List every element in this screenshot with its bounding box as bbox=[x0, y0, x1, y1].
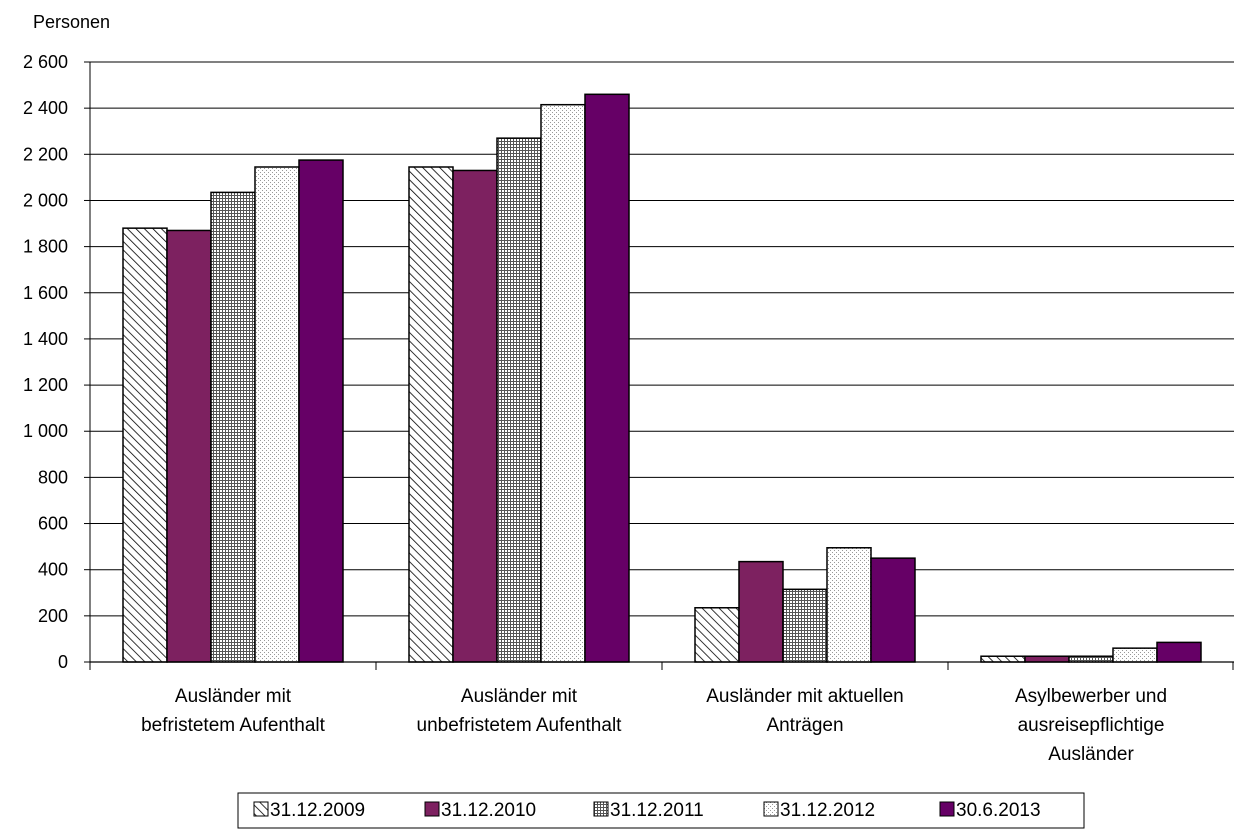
legend-swatch bbox=[939, 801, 955, 817]
bar bbox=[1068, 655, 1114, 663]
bar bbox=[738, 560, 784, 663]
bar bbox=[496, 137, 542, 663]
x-category-label: Asylbewerber und ausreisepflichtige Auslän… bbox=[1015, 686, 1167, 765]
bar bbox=[540, 103, 586, 663]
axes bbox=[89, 62, 1234, 670]
bar bbox=[782, 588, 828, 663]
y-tick-label: 200 bbox=[38, 606, 68, 626]
legend-label: 30.6.2013 bbox=[956, 800, 1041, 821]
y-tick-label: 2 000 bbox=[23, 190, 68, 210]
bars bbox=[122, 93, 1202, 663]
bar bbox=[1156, 641, 1202, 663]
bar bbox=[408, 166, 454, 663]
legend-swatch bbox=[253, 801, 269, 817]
legend-label: 31.12.2011 bbox=[610, 800, 704, 821]
legend-label: 31.12.2009 bbox=[270, 800, 365, 821]
y-tick-label: 2 200 bbox=[23, 144, 68, 164]
y-tick-label: 1 400 bbox=[23, 329, 68, 349]
x-category-label: Ausländer mit befristetem Aufenthalt bbox=[141, 686, 325, 736]
y-tick-label: 2 400 bbox=[23, 98, 68, 118]
y-tick-label: 400 bbox=[38, 560, 68, 580]
y-tick-label: 1 600 bbox=[23, 283, 68, 303]
x-category-label: Ausländer mit aktuellen Anträgen bbox=[706, 686, 904, 736]
bar bbox=[122, 227, 168, 663]
legend-label: 31.12.2012 bbox=[780, 800, 875, 821]
y-tick-label: 800 bbox=[38, 467, 68, 487]
bar bbox=[298, 159, 344, 663]
y-tick-label: 1 000 bbox=[23, 421, 68, 441]
bar bbox=[254, 166, 300, 663]
y-tick-label: 1 200 bbox=[23, 375, 68, 395]
bar bbox=[694, 607, 740, 663]
bar bbox=[826, 547, 872, 663]
y-tick-label: 600 bbox=[38, 514, 68, 534]
x-category-label: Ausländer mit unbefristetem Aufenthalt bbox=[417, 686, 623, 736]
y-tick-label: 1 800 bbox=[23, 237, 68, 257]
bar bbox=[1112, 647, 1158, 663]
legend-swatch bbox=[593, 801, 609, 817]
legend-swatch bbox=[763, 801, 779, 817]
legend-swatch bbox=[424, 801, 440, 817]
y-tick-label: 0 bbox=[58, 652, 68, 672]
x-axis-category-labels: Ausländer mit befristetem Aufenthalt Auslä… bbox=[141, 686, 1167, 765]
bar bbox=[584, 93, 630, 663]
bar bbox=[980, 655, 1026, 663]
bar bbox=[870, 557, 916, 663]
y-axis-ticks: 0 200 400 600 800 1 000 1 200 1 400 1 600 1 800 2 … bbox=[23, 52, 90, 672]
legend: 31.12.2009 31.12.2010 31.12.2011 31.12.2012… bbox=[237, 792, 1085, 829]
bar bbox=[210, 191, 256, 663]
bar bbox=[166, 229, 212, 663]
legend-label: 31.12.2010 bbox=[441, 800, 536, 821]
y-tick-label: 2 600 bbox=[23, 52, 68, 72]
y-axis-label: Personen bbox=[33, 12, 110, 32]
bar bbox=[452, 169, 498, 663]
bar bbox=[1024, 655, 1070, 663]
